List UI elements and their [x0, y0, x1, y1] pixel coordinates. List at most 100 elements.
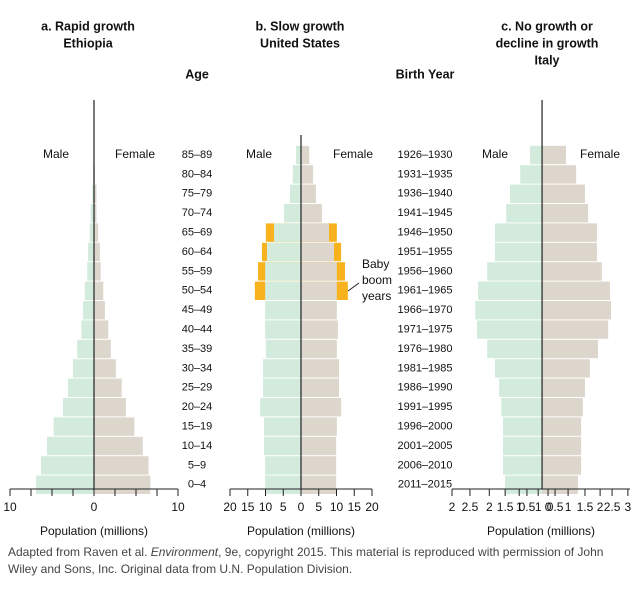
bar-female [301, 301, 337, 320]
bar-female [542, 242, 597, 262]
bar-male [264, 436, 301, 456]
bar-female [542, 320, 609, 339]
category-label: 60–64 [182, 246, 213, 258]
category-label: 85–89 [182, 149, 213, 161]
bar-female [94, 281, 104, 300]
bar-female [94, 204, 97, 223]
bar-male [505, 475, 543, 494]
category-label: 15–19 [182, 421, 213, 433]
bar-female [301, 145, 310, 165]
bar-male [274, 223, 301, 242]
x-tick-label: 10 [171, 500, 185, 514]
legend-label: Male [482, 147, 508, 161]
chart-title: Ethiopia [63, 36, 113, 50]
bar-female [542, 339, 598, 359]
bar-female [542, 301, 612, 320]
category-label: 1931–1935 [397, 168, 452, 180]
x-tick-label: 0 [91, 500, 98, 514]
x-tick-label: 10 [259, 500, 273, 514]
category-label: 1926–1930 [397, 149, 452, 161]
bar-male [476, 320, 543, 339]
bar-female [94, 184, 97, 203]
bar-male [296, 145, 301, 165]
bar-female [542, 398, 583, 417]
bar-female [542, 456, 582, 475]
bar-male [83, 301, 94, 320]
x-tick-label: 2.5 [604, 500, 621, 514]
category-label: 1966–1970 [397, 304, 452, 316]
bar-male [36, 475, 94, 494]
bar-male [265, 320, 301, 339]
bar-female [94, 398, 126, 417]
bar-male [501, 398, 543, 417]
bar-female [301, 281, 337, 300]
category-label: 20–24 [182, 401, 213, 413]
bar-female [301, 378, 339, 397]
bar-male [487, 339, 543, 359]
bar-female [94, 475, 151, 494]
bar-male [81, 320, 94, 339]
bar-female [301, 359, 339, 378]
bar-male [283, 204, 301, 223]
bar-female [301, 262, 337, 281]
bar-female [542, 281, 610, 300]
footer-text: Environment [150, 545, 219, 559]
x-tick-label: 10 [3, 500, 17, 514]
category-label: 1991–1995 [397, 401, 452, 413]
bar-male [292, 165, 301, 184]
bar-male [92, 184, 94, 203]
category-label: 70–74 [182, 207, 213, 219]
bar-male [77, 339, 94, 359]
chart-title: decline in growth [496, 36, 599, 50]
x-tick-label: 1 [565, 500, 572, 514]
bar-female [94, 242, 100, 262]
bar-male [263, 378, 301, 397]
footer-text: , 9e, copyright 2015. This material is r… [218, 545, 604, 559]
bar-male [520, 165, 543, 184]
category-label: 1971–1975 [397, 324, 452, 336]
bar-male [478, 281, 543, 300]
bar-female [94, 301, 105, 320]
bar-female [542, 378, 585, 397]
bar-male [265, 456, 301, 475]
bar-female [542, 165, 577, 184]
category-label: 1981–1985 [397, 362, 452, 374]
x-axis-title: Population (millions) [40, 524, 148, 538]
x-tick-label: 2.5 [462, 500, 479, 514]
bar-male [53, 417, 94, 436]
category-label: 1976–1980 [397, 343, 452, 355]
footer-line: Adapted from Raven et al. Environment, 9… [8, 544, 628, 561]
bar-male [90, 204, 94, 223]
bar-female [542, 262, 602, 281]
bar-male [499, 378, 543, 397]
bar-female [542, 204, 589, 223]
chart-title: Italy [534, 53, 559, 67]
bar-male [510, 184, 543, 203]
x-tick-label: 1.5 [497, 500, 514, 514]
x-tick-label: 5 [280, 500, 287, 514]
category-label: 2011–2015 [398, 479, 452, 491]
bar-male [41, 456, 94, 475]
bar-female [301, 204, 322, 223]
bar-female [301, 456, 337, 475]
category-title: Birth Year [396, 67, 455, 81]
bar-male [265, 301, 301, 320]
bar-male [89, 223, 94, 242]
x-tick-label: 15 [241, 500, 255, 514]
x-tick-label: 2 [449, 500, 456, 514]
bar-female [94, 417, 135, 436]
x-tick-label: 1 [535, 500, 542, 514]
bar-male [46, 436, 94, 456]
category-label: 1996–2000 [397, 421, 452, 433]
category-label: 1961–1965 [397, 285, 452, 297]
category-label: 1951–1955 [397, 246, 452, 258]
bar-male [88, 242, 94, 262]
bar-female [301, 242, 335, 262]
category-label: 25–29 [182, 382, 213, 394]
bar-female [542, 475, 578, 494]
x-tick-label: 0 [298, 500, 305, 514]
category-label: 2001–2005 [397, 440, 452, 452]
bar-female [301, 417, 337, 436]
category-label: 55–59 [182, 265, 213, 277]
x-tick-label: 2 [486, 500, 493, 514]
